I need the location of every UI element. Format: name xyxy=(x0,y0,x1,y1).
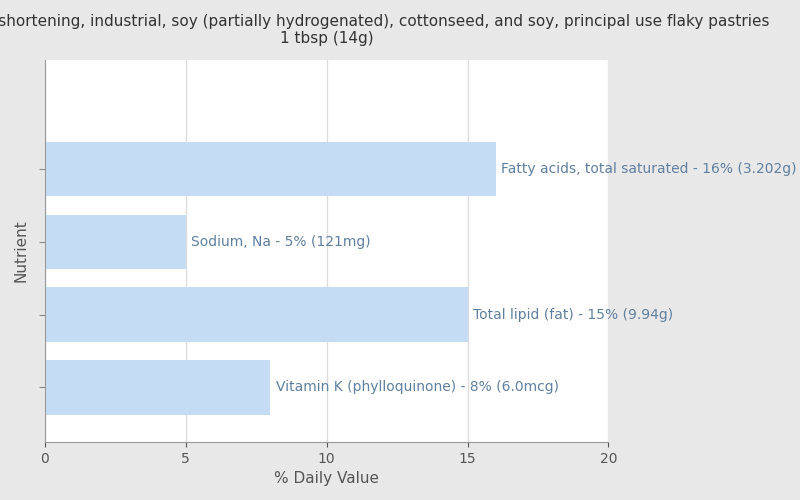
Text: Total lipid (fat) - 15% (9.94g): Total lipid (fat) - 15% (9.94g) xyxy=(473,308,674,322)
Text: Sodium, Na - 5% (121mg): Sodium, Na - 5% (121mg) xyxy=(191,235,371,249)
Text: Vitamin K (phylloquinone) - 8% (6.0mcg): Vitamin K (phylloquinone) - 8% (6.0mcg) xyxy=(276,380,559,394)
Y-axis label: Nutrient: Nutrient xyxy=(14,220,29,282)
Bar xyxy=(45,288,467,342)
X-axis label: % Daily Value: % Daily Value xyxy=(274,471,379,486)
Title: Margarine-like shortening, industrial, soy (partially hydrogenated), cottonseed,: Margarine-like shortening, industrial, s… xyxy=(0,14,770,46)
Bar xyxy=(45,214,186,269)
Bar xyxy=(45,142,496,197)
Text: Fatty acids, total saturated - 16% (3.202g): Fatty acids, total saturated - 16% (3.20… xyxy=(502,162,797,176)
Bar xyxy=(45,360,270,414)
